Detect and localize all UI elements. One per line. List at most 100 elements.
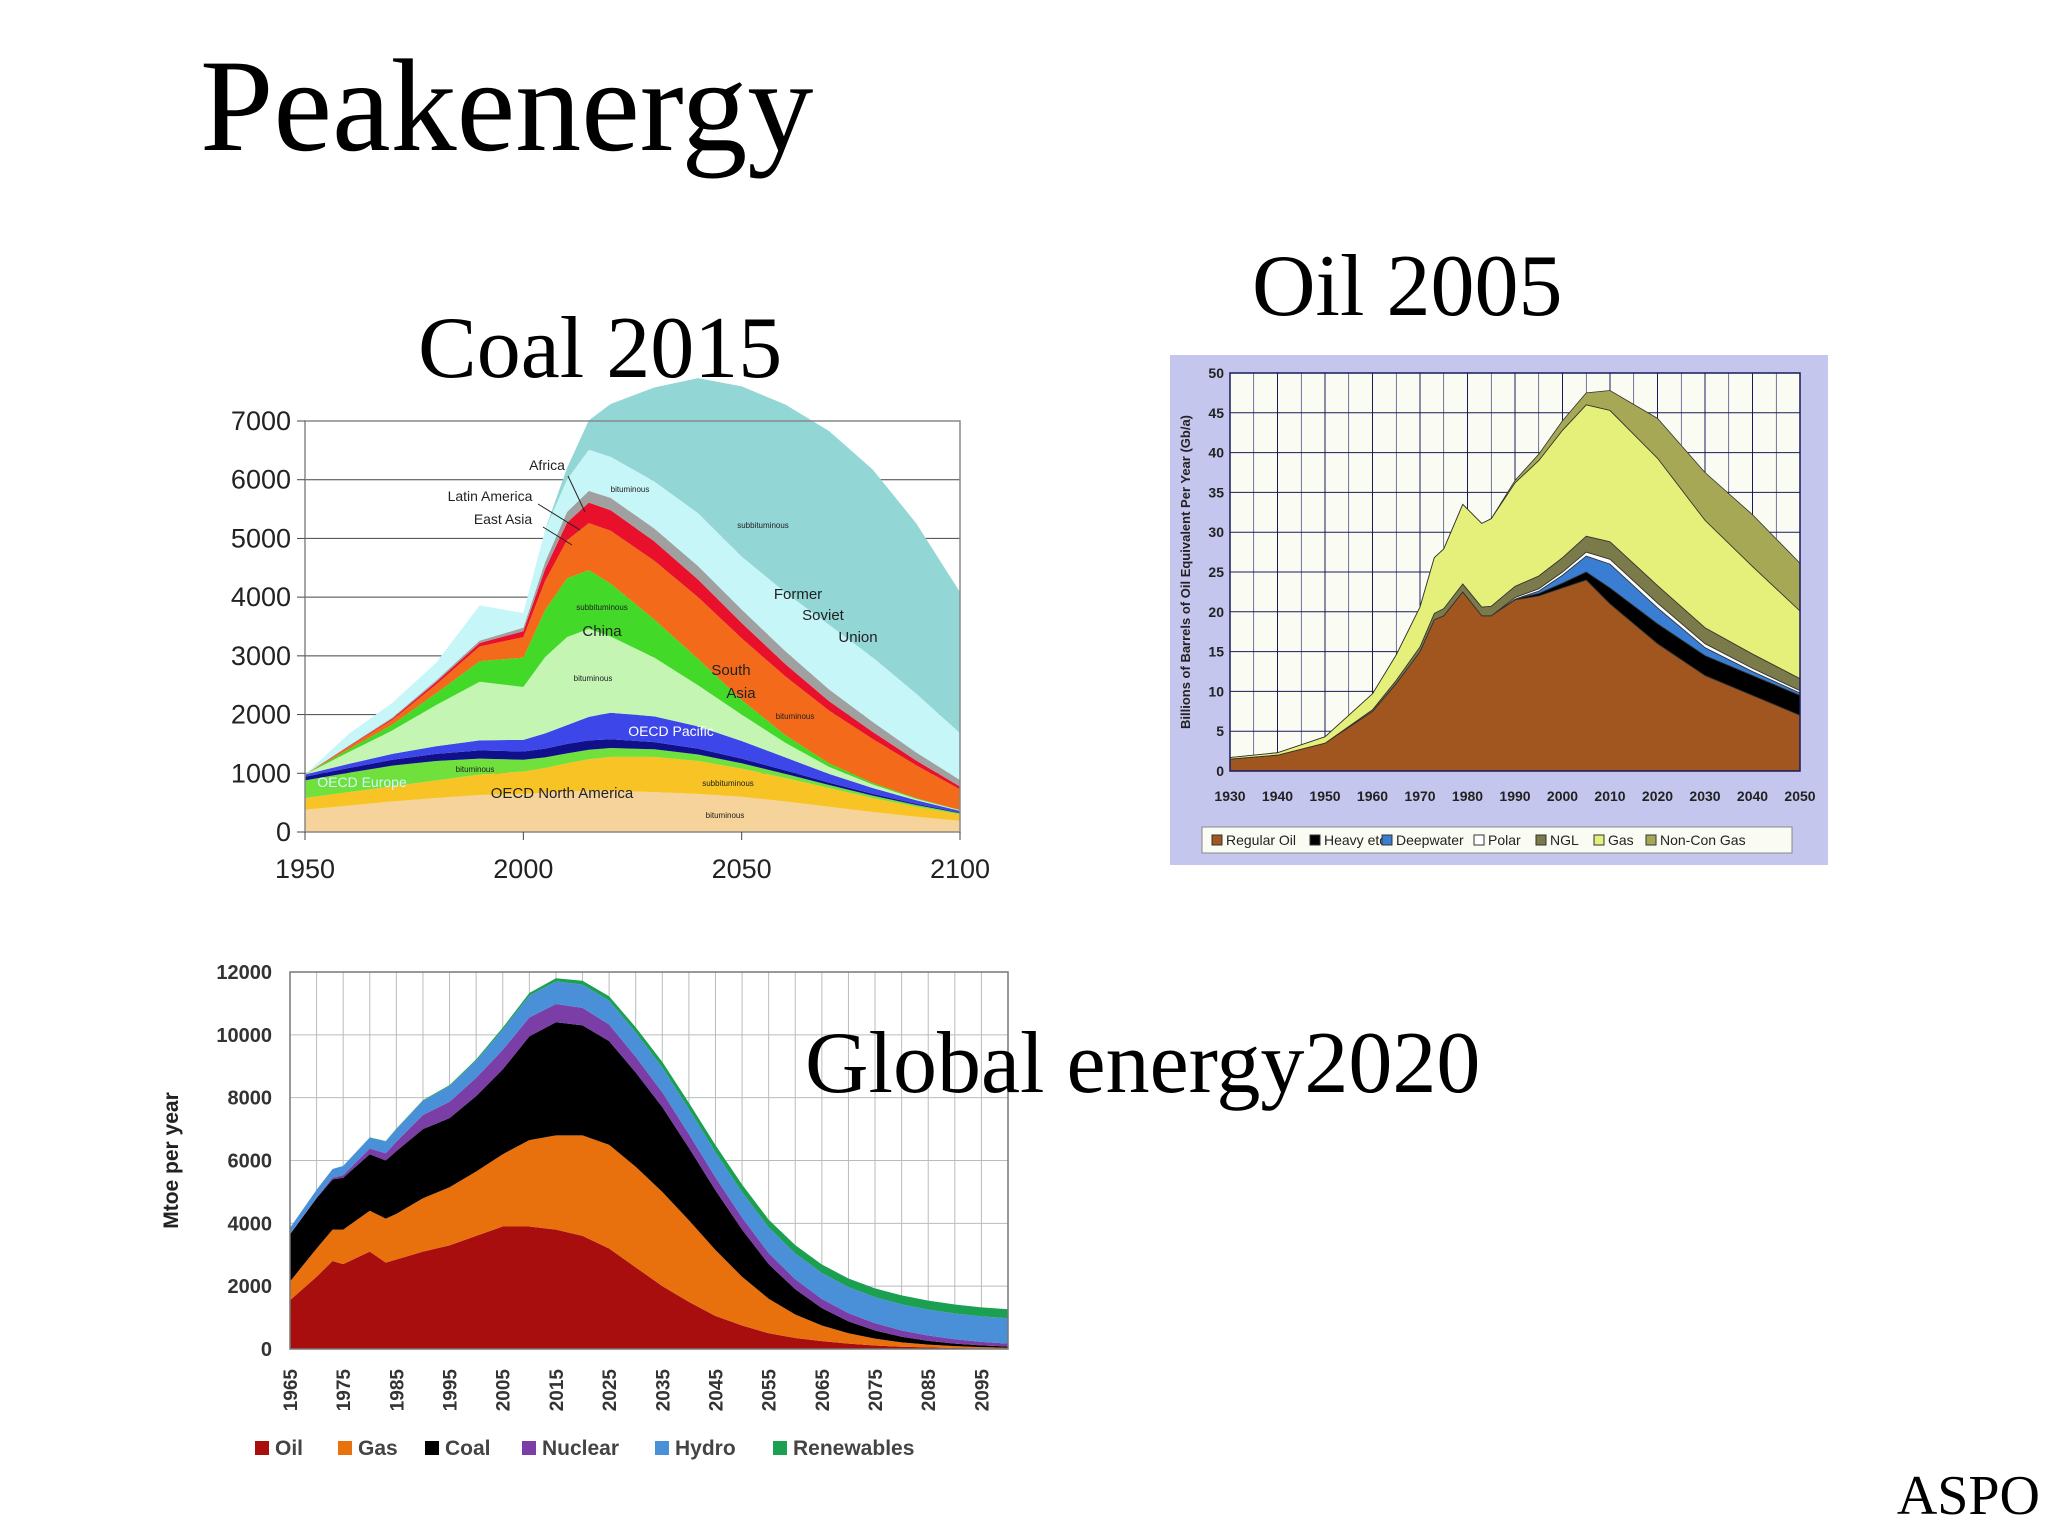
global-y-tick-label: 10000: [216, 1025, 272, 1047]
coal-annotation: Former: [774, 586, 822, 603]
coal-y-tick-label: 2000: [231, 700, 291, 730]
area-coal-south-asia: [305, 523, 960, 810]
global-legend-label-nuclear: Nuclear: [542, 1437, 619, 1460]
oil-legend-label-non-con-gas: Non-Con Gas: [1660, 832, 1746, 848]
oil-plot-border: [1229, 372, 1801, 772]
oil-x-tick-label: 1940: [1262, 788, 1293, 804]
area-global-oil: [290, 1226, 1008, 1349]
coal-annotation: Latin America: [448, 488, 533, 504]
global-x-tick-label: 1995: [441, 1369, 462, 1412]
coal-annotation: subbituminous: [702, 779, 754, 788]
global-legend-swatch-oil: [255, 1441, 269, 1455]
coal-chart-title: Coal 2015: [418, 300, 783, 397]
area-coal-layer-1: [305, 756, 960, 821]
oil-legend-swatch-ngl: [1535, 834, 1547, 846]
global-chart-title: Global energy2020: [805, 1015, 1481, 1112]
area-coal-layer-3: [305, 739, 960, 814]
oil-legend: [1201, 826, 1793, 854]
slide-title: Peakenergy: [200, 32, 814, 179]
coal-annotation: subbituminous: [576, 603, 628, 612]
footer-label: ASPO: [1896, 1465, 2040, 1527]
global-chart: 0 2000 4000 6000 8000 10000 12000 1965 1975 1985 1…: [160, 962, 1009, 1460]
global-legend-label-hydro: Hydro: [675, 1437, 736, 1460]
oil-legend-label-polar: Polar: [1488, 832, 1521, 848]
global-y-tick-label: 12000: [216, 962, 272, 984]
area-global-gas: [290, 1135, 1008, 1349]
oil-x-tick-label: 1980: [1452, 788, 1483, 804]
global-y-axis-label: Mtoe per year: [160, 1092, 183, 1229]
area-coal-former-soviet-union: [305, 378, 960, 775]
coal-annotation: East Asia: [474, 511, 533, 527]
coal-y-tick-label: 1000: [231, 758, 291, 788]
oil-x-tick-label: 2030: [1689, 788, 1720, 804]
oil-y-tick-label: 5: [1216, 723, 1224, 739]
oil-y-tick-label: 25: [1208, 564, 1224, 580]
global-legend-label-oil: Oil: [275, 1437, 303, 1460]
oil-y-axis-label: Billions of Barrels of Oil Equivalent Pe…: [1178, 415, 1193, 729]
area-coal-oecd-pacific: [305, 712, 960, 813]
oil-legend-label-regular-oil: Regular Oil: [1226, 832, 1296, 848]
global-x-tick-label: 1985: [387, 1369, 408, 1412]
global-x-tick-label: 2065: [813, 1369, 834, 1412]
coal-y-tick-label: 6000: [231, 465, 291, 495]
coal-x-tick-label: 1950: [275, 854, 335, 884]
coal-annotation: South: [711, 662, 750, 679]
global-x-tick-label: 2095: [972, 1369, 993, 1412]
coal-plot-border: [304, 420, 961, 833]
global-legend-swatch-gas: [338, 1441, 352, 1455]
oil-x-tick-label: 2040: [1737, 788, 1768, 804]
global-legend-swatch-renewables: [773, 1441, 787, 1455]
oil-y-tick-label: 10: [1208, 683, 1224, 699]
coal-x-tick-label: 2100: [930, 854, 990, 884]
oil-x-tick-label: 1970: [1404, 788, 1435, 804]
oil-legend-swatch-non-con-gas: [1645, 834, 1657, 846]
coal-annotation: bituminous: [611, 485, 650, 494]
oil-legend-swatch-regular-oil: [1211, 834, 1223, 846]
oil-x-tick-label: 1930: [1214, 788, 1245, 804]
oil-x-tick-label: 2050: [1784, 788, 1815, 804]
coal-annotation: OECD Pacific: [628, 723, 714, 739]
oil-x-tick-label: 2010: [1594, 788, 1625, 804]
area-global-hydro: [290, 981, 1008, 1344]
global-x-tick-label: 2035: [653, 1369, 674, 1412]
coal-annotation-leader: [567, 475, 586, 513]
area-coal-china: [305, 628, 960, 811]
oil-y-tick-label: 35: [1208, 484, 1224, 500]
area-global-coal: [290, 1022, 1008, 1348]
coal-annotation: Union: [838, 629, 877, 646]
coal-annotation: Soviet: [802, 607, 845, 624]
global-x-tick-label: 2045: [706, 1369, 727, 1412]
area-coal-layer-6: [305, 570, 960, 811]
area-coal-oecd-north-america: [305, 790, 960, 832]
coal-annotation: bituminous: [776, 712, 815, 721]
oil-legend-swatch-heavy-etc: [1309, 834, 1321, 846]
coal-y-tick-label: 7000: [231, 406, 291, 436]
oil-chart: 0 5 10 15 20 25 30 35 40 45 50 1930 1940 1950 1960 1970…: [1170, 355, 1828, 865]
oil-y-tick-label: 20: [1208, 604, 1224, 620]
coal-annotation: subbituminous: [737, 521, 789, 530]
oil-y-tick-label: 45: [1208, 405, 1224, 421]
global-y-tick-label: 4000: [228, 1213, 273, 1235]
coal-annotation: OECD Europe: [317, 774, 407, 790]
oil-y-tick-label: 15: [1208, 644, 1224, 660]
coal-annotation: OECD North America: [491, 785, 634, 802]
oil-legend-swatch-polar: [1473, 834, 1485, 846]
oil-legend-swatch-gas: [1593, 834, 1605, 846]
coal-y-tick-label: 3000: [231, 641, 291, 671]
oil-x-tick-label: 2000: [1547, 788, 1578, 804]
coal-annotation-leader: [537, 503, 581, 531]
global-legend-label-renewables: Renewables: [793, 1437, 914, 1460]
coal-y-tick-label: 0: [276, 817, 291, 847]
oil-legend-label-heavy-etc: Heavy etc: [1324, 832, 1386, 848]
oil-legend-swatch-deepwater: [1381, 834, 1393, 846]
area-coal-oecd-europe: [305, 748, 960, 815]
global-x-tick-label: 2015: [547, 1369, 568, 1412]
oil-y-tick-label: 30: [1208, 524, 1224, 540]
global-legend-swatch-nuclear: [522, 1441, 536, 1455]
oil-legend-label-deepwater: Deepwater: [1396, 832, 1464, 848]
coal-chart: 0 1000 2000 3000 4000 5000 6000 7000 1950 2000 205…: [231, 378, 990, 884]
coal-annotation: bituminous: [574, 674, 613, 683]
global-legend-label-gas: Gas: [358, 1437, 398, 1460]
global-y-tick-label: 0: [261, 1339, 272, 1361]
coal-x-tick-label: 2000: [493, 854, 553, 884]
